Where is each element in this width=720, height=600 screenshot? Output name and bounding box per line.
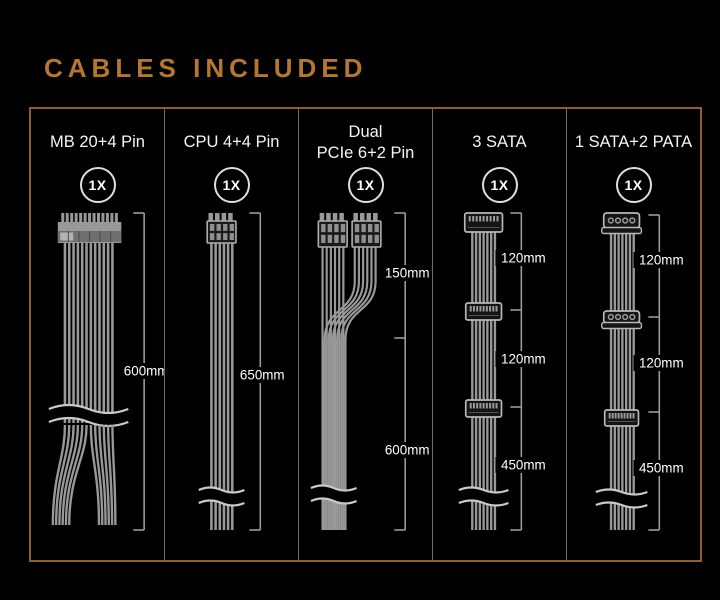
svg-text:450mm: 450mm — [501, 457, 546, 472]
cable-illustration: 150mm 600mm — [308, 212, 432, 531]
quantity-label: 1X — [490, 177, 509, 193]
cables-frame: MB 20+4 Pin 1X 600mm CPU 4+4 Pin 1X 650m… — [29, 107, 702, 562]
quantity-label: 1X — [88, 177, 107, 193]
cable-illustration: 650mm — [195, 212, 291, 531]
cable-illustration: 120mm 120mm 450mm — [456, 212, 552, 531]
svg-text:120mm: 120mm — [501, 250, 546, 265]
panel-title-line: CPU 4+4 Pin — [183, 133, 280, 152]
quantity-label: 1X — [222, 177, 241, 193]
quantity-label: 1X — [356, 177, 375, 193]
panel-title: Dual PCIe 6+2 Pin — [299, 121, 432, 165]
svg-text:150mm: 150mm — [385, 265, 430, 280]
panel-cpu-4-4-pin: CPU 4+4 Pin 1X 650mm — [164, 109, 298, 560]
page-title: CABLES INCLUDED — [44, 53, 368, 84]
panel-dual-pcie-6-2-pin: Dual PCIe 6+2 Pin 1X 150mm 600mm — [298, 109, 432, 560]
quantity-label: 1X — [624, 177, 643, 193]
svg-text:650mm: 650mm — [240, 367, 285, 382]
panel-1-sata-2-pata: 1 SATA+2 PATA 1X 120mm 120mm 450mm — [566, 109, 700, 560]
panel-title: MB 20+4 Pin — [31, 121, 164, 165]
svg-text:120mm: 120mm — [501, 351, 546, 366]
svg-text:600mm: 600mm — [385, 442, 430, 457]
panel-title-line: PCIe 6+2 Pin — [316, 144, 415, 162]
panel-title: 3 SATA — [433, 121, 566, 165]
quantity-badge: 1X — [481, 167, 518, 203]
cable-illustration: 120mm 120mm 450mm — [593, 212, 690, 531]
quantity-badge: 1X — [615, 167, 652, 203]
quantity-badge: 1X — [79, 167, 116, 203]
panel-3-sata: 3 SATA 1X 120mm 120mm 450mm — [432, 109, 566, 560]
panel-title-line: MB 20+4 Pin — [50, 133, 145, 152]
panel-title-line: 1 SATA+2 PATA — [574, 133, 693, 152]
cable-illustration: 600mm — [46, 212, 164, 531]
quantity-badge: 1X — [347, 167, 384, 203]
panel-title: CPU 4+4 Pin — [165, 121, 298, 165]
svg-text:120mm: 120mm — [639, 355, 684, 370]
svg-text:600mm: 600mm — [124, 363, 164, 378]
svg-text:120mm: 120mm — [639, 252, 684, 267]
svg-text:450mm: 450mm — [639, 460, 684, 475]
panel-title: 1 SATA+2 PATA — [567, 121, 700, 165]
panel-title-line: Dual — [348, 122, 383, 141]
quantity-badge: 1X — [213, 167, 250, 203]
panel-mb-20-4-pin: MB 20+4 Pin 1X 600mm — [31, 109, 164, 560]
panel-title-line: 3 SATA — [472, 133, 527, 152]
